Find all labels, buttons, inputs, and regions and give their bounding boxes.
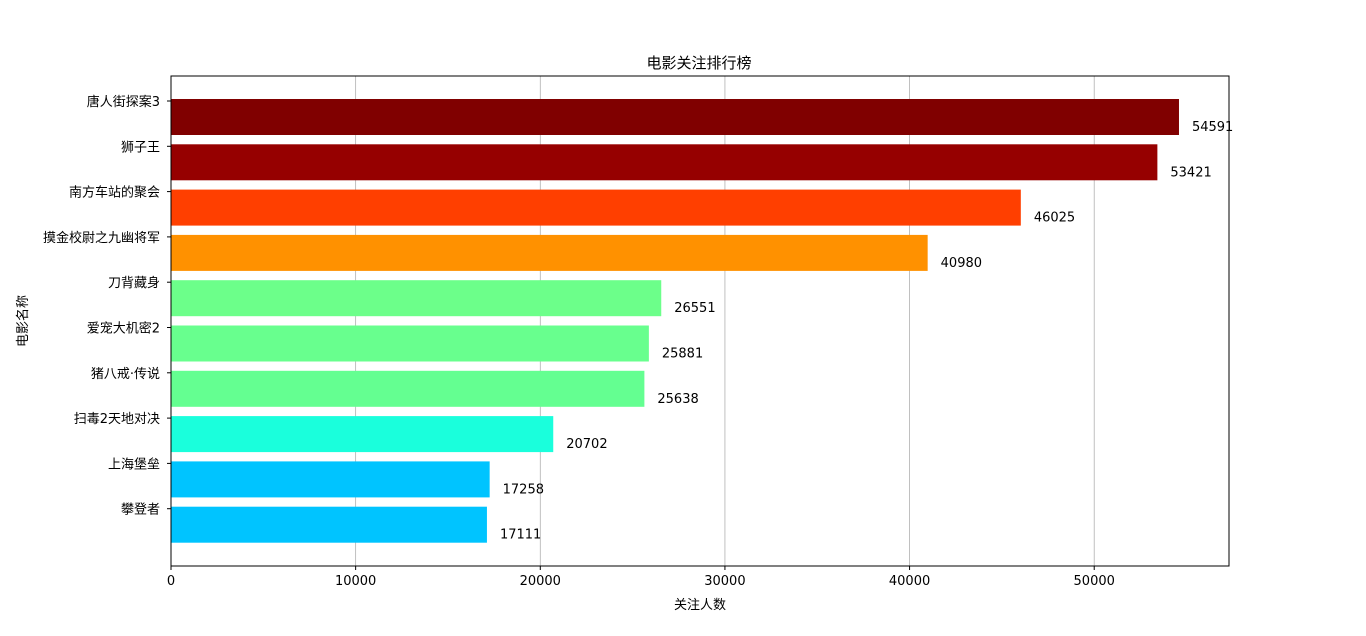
y-category-label: 摸金校尉之九幽将军 bbox=[43, 230, 160, 246]
bar-value-label: 17258 bbox=[503, 482, 544, 497]
bar bbox=[171, 416, 554, 453]
y-category-label: 猪八戒·传说 bbox=[91, 367, 160, 382]
plot-frame bbox=[170, 75, 1230, 567]
y-category-label: 南方车站的聚会 bbox=[69, 185, 160, 201]
x-tick-label: 0 bbox=[167, 574, 175, 589]
x-axis-label: 关注人数 bbox=[674, 598, 726, 613]
bar bbox=[171, 325, 649, 362]
y-category-label: 唐人街探案3 bbox=[87, 94, 160, 110]
bar bbox=[171, 234, 928, 271]
bar-value-label: 54591 bbox=[1192, 120, 1233, 135]
bar bbox=[171, 370, 645, 407]
bar bbox=[171, 506, 487, 543]
bar bbox=[171, 189, 1021, 226]
bar-value-label: 46025 bbox=[1034, 211, 1075, 226]
bar bbox=[171, 144, 1158, 181]
bar bbox=[171, 280, 662, 317]
x-tick-label: 20000 bbox=[520, 574, 561, 589]
y-category-label: 爱宠大机密2 bbox=[87, 321, 160, 337]
x-axis-ticks: 0 10000 20000 30000 40000 50000 bbox=[167, 566, 1115, 589]
bar-value-label: 53421 bbox=[1170, 165, 1211, 180]
bars bbox=[171, 99, 1179, 543]
y-axis-label: 电影名称 bbox=[15, 295, 31, 347]
x-tick-label: 30000 bbox=[704, 574, 745, 589]
y-category-label: 攀登者 bbox=[121, 503, 160, 518]
y-category-label: 扫毒2天地对决 bbox=[74, 412, 160, 427]
chart-title: 电影关注排行榜 bbox=[646, 54, 751, 72]
bar-value-label: 20702 bbox=[566, 437, 607, 452]
bar-value-label: 26551 bbox=[674, 301, 715, 316]
x-tick-label: 50000 bbox=[1074, 574, 1115, 589]
bar-value-label: 40980 bbox=[941, 256, 982, 271]
bar bbox=[171, 461, 490, 498]
y-category-label: 上海堡垒 bbox=[108, 456, 160, 472]
value-labels: 54591 53421 46025 40980 26551 25881 25638 20702… bbox=[500, 120, 1233, 543]
x-tick-label: 10000 bbox=[335, 574, 376, 589]
bar bbox=[171, 99, 1179, 135]
bar-value-label: 25881 bbox=[662, 347, 703, 362]
bar-value-label: 17111 bbox=[500, 528, 541, 543]
y-category-label: 刀背藏身 bbox=[108, 275, 160, 291]
y-category-label: 狮子王 bbox=[121, 140, 160, 155]
bar-value-label: 25638 bbox=[657, 392, 698, 407]
x-tick-label: 40000 bbox=[889, 574, 930, 589]
